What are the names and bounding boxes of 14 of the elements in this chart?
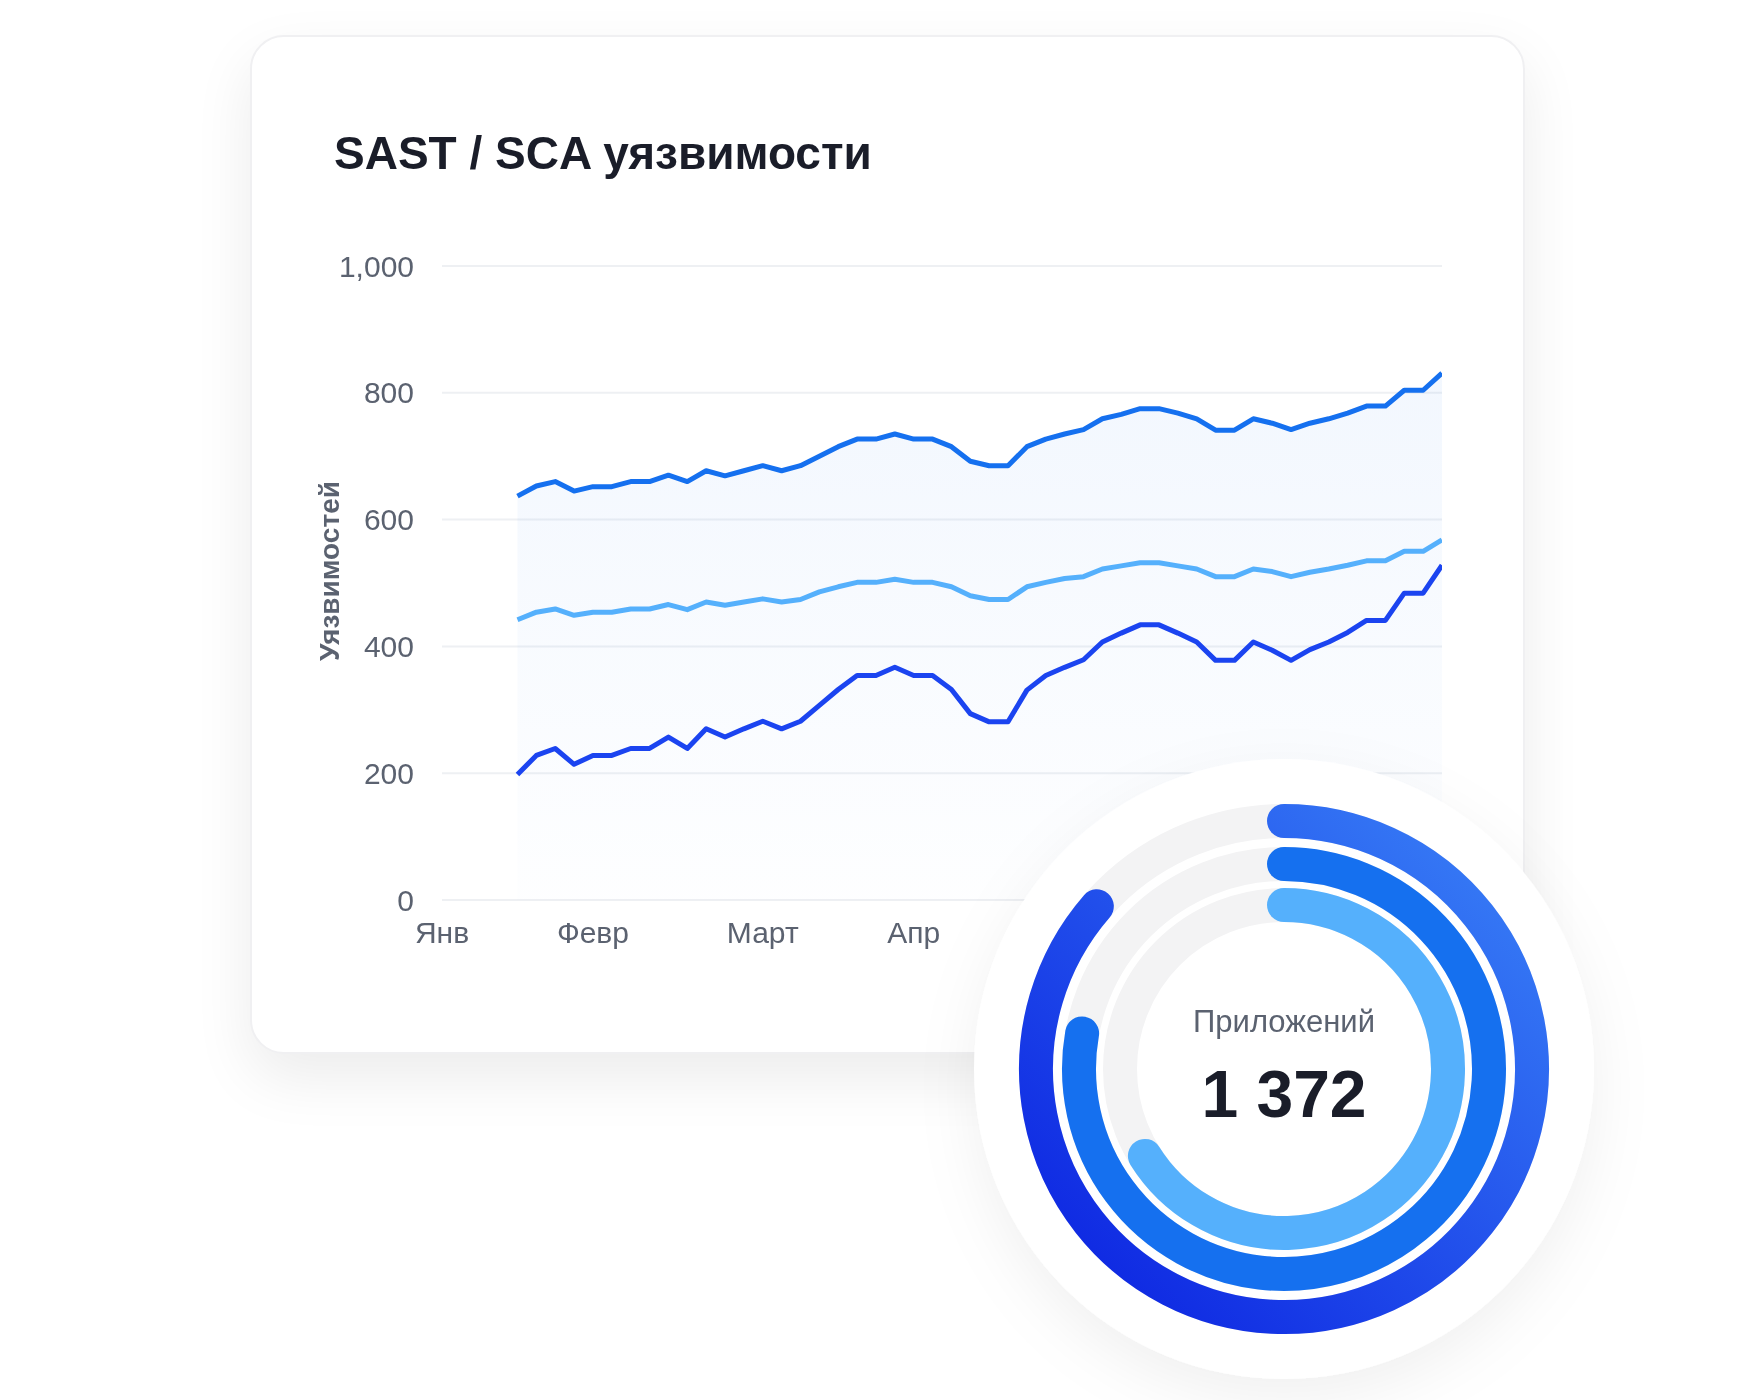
x-tick-label: Апр — [887, 916, 941, 950]
x-tick-label: Янв — [414, 916, 470, 950]
chart-title: SAST / SCA уязвимости — [334, 126, 872, 180]
text: Приложений — [1192, 1004, 1376, 1040]
x-tick-label: Март — [726, 916, 799, 950]
y-tick-label: 200 — [363, 756, 414, 790]
y-tick-label: 600 — [363, 503, 414, 537]
x-tick-label: Февр — [556, 916, 630, 950]
y-tick-label: 800 — [363, 376, 414, 410]
y-tick-label: 1,000 — [338, 249, 414, 283]
y-tick-label: 0 — [397, 883, 414, 917]
y-axis-title: Уязвимостей — [313, 480, 346, 663]
y-tick-label: 400 — [363, 630, 414, 664]
text: 1 372 — [1200, 1056, 1368, 1132]
